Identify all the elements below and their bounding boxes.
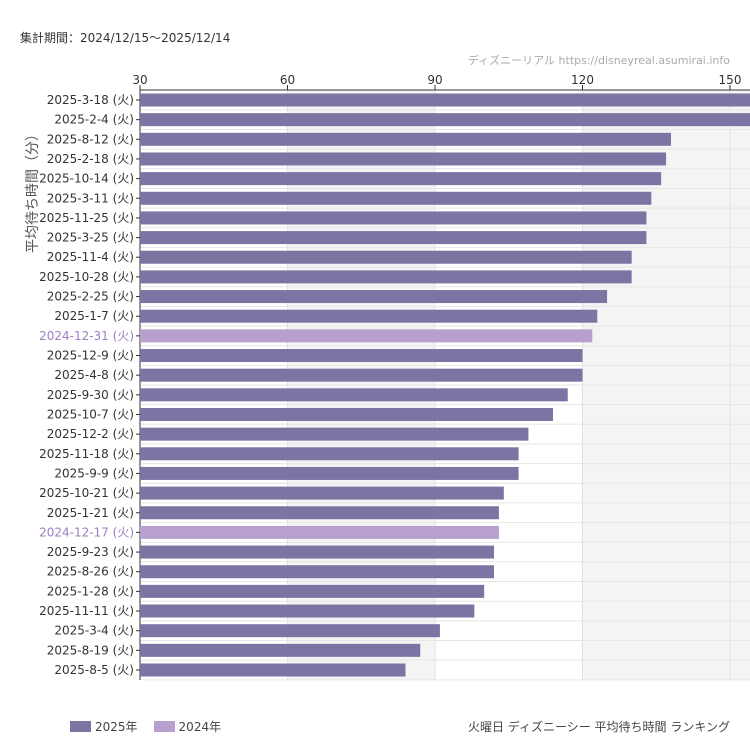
y-tick-label: 2025-10-7 (火): [47, 407, 134, 421]
bar: [140, 525, 499, 539]
bar: [140, 427, 529, 441]
bar: [140, 191, 652, 205]
bar: [140, 584, 485, 598]
bar: [140, 290, 608, 304]
y-tick-label: 2025-3-25 (火): [47, 231, 134, 245]
period-text: 集計期間：2024/12/15〜2025/12/14: [20, 31, 231, 45]
bar: [140, 565, 494, 579]
bar: [140, 663, 406, 677]
x-tick-label: 120: [571, 73, 594, 87]
y-tick-label: 2025-3-18 (火): [47, 93, 134, 107]
y-tick-label: 2025-1-28 (火): [47, 584, 134, 598]
bar: [140, 250, 632, 264]
bar: [140, 604, 475, 618]
legend: 2025年 2024年: [70, 718, 221, 735]
y-tick-label: 2025-11-11 (火): [39, 604, 134, 618]
y-tick-label: 2025-9-9 (火): [54, 466, 134, 480]
bar: [140, 211, 647, 225]
bar: [140, 624, 440, 638]
y-tick-label: 2025-4-8 (火): [54, 368, 134, 382]
y-tick-label: 2024-12-31 (火): [39, 329, 134, 343]
bar: [140, 447, 519, 461]
y-tick-label: 2025-8-12 (火): [47, 132, 134, 146]
y-tick-label: 2025-1-21 (火): [47, 506, 134, 520]
bar: [140, 309, 598, 323]
legend-item-2025: 2025年: [70, 718, 138, 735]
bar: [140, 132, 671, 146]
bar: [140, 388, 568, 402]
bar: [140, 113, 750, 127]
y-tick-label: 2025-8-26 (火): [47, 565, 134, 579]
bar: [140, 466, 519, 480]
y-tick-label: 2025-10-28 (火): [39, 270, 134, 284]
bar: [140, 506, 499, 520]
bar: [140, 172, 662, 186]
legend-item-2024: 2024年: [153, 718, 221, 735]
y-tick-label: 2025-2-25 (火): [47, 290, 134, 304]
bar: [140, 643, 421, 657]
y-tick-label: 2025-3-4 (火): [54, 624, 134, 638]
y-tick-label: 2025-11-4 (火): [47, 250, 134, 264]
y-tick-label: 2025-12-2 (火): [47, 427, 134, 441]
bar: [140, 349, 583, 363]
y-tick-label: 2025-2-18 (火): [47, 152, 134, 166]
y-tick-label: 2025-8-5 (火): [54, 663, 134, 677]
chart-caption: 火曜日 ディズニーシー 平均待ち時間 ランキング: [467, 720, 730, 734]
x-tick-label: 90: [427, 73, 442, 87]
y-tick-label: 2025-10-21 (火): [39, 486, 134, 500]
y-tick-label: 2025-2-4 (火): [54, 113, 134, 127]
y-tick-label: 2025-8-19 (火): [47, 643, 134, 657]
y-tick-label: 2025-9-30 (火): [47, 388, 134, 402]
y-tick-label: 2025-11-25 (火): [39, 211, 134, 225]
y-tick-label: 2024-12-17 (火): [39, 525, 134, 539]
bar: [140, 329, 593, 343]
y-tick-label: 2025-10-14 (火): [39, 172, 134, 186]
bar: [140, 407, 553, 421]
bar: [140, 545, 494, 559]
y-tick-label: 2025-9-23 (火): [47, 545, 134, 559]
y-tick-label: 2025-12-9 (火): [47, 349, 134, 363]
bar: [140, 93, 750, 107]
y-tick-label: 2025-11-18 (火): [39, 447, 134, 461]
bar: [140, 270, 632, 284]
x-tick-label: 30: [132, 73, 147, 87]
bar: [140, 368, 583, 382]
x-tick-label: 150: [719, 73, 742, 87]
legend-swatch-2025: [70, 721, 91, 732]
legend-swatch-2024: [153, 721, 175, 732]
x-tick-label: 60: [280, 73, 295, 87]
bar: [140, 152, 667, 166]
bar: [140, 486, 504, 500]
y-tick-label: 2025-1-7 (火): [54, 309, 134, 323]
credit-text: ディズニーリアル https://disneyreal.asumirai.inf…: [467, 54, 730, 67]
y-tick-label: 2025-3-11 (火): [47, 191, 134, 205]
bar: [140, 231, 647, 245]
